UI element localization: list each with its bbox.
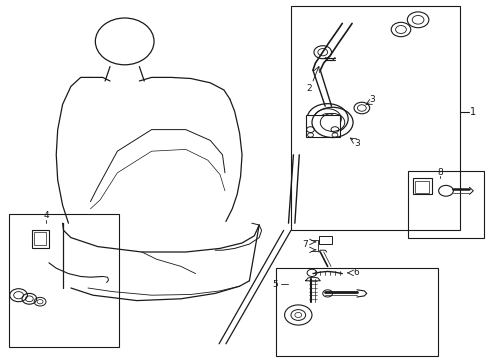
Text: 1: 1 [469, 107, 475, 117]
Text: 4: 4 [43, 211, 49, 220]
Bar [407, 171, 483, 238]
Text: 5: 5 [271, 280, 277, 289]
Bar [32, 230, 49, 248]
Bar [276, 268, 437, 356]
Text: 2: 2 [305, 84, 311, 93]
Text: 8: 8 [436, 167, 442, 176]
Bar [412, 178, 431, 194]
Bar [290, 6, 459, 230]
Bar [414, 181, 428, 193]
Bar [9, 214, 119, 347]
Text: 7: 7 [301, 240, 307, 249]
Text: 6: 6 [352, 269, 358, 277]
Bar [318, 236, 331, 244]
Bar [305, 115, 339, 137]
Bar [34, 232, 46, 245]
Text: 3: 3 [353, 139, 359, 148]
Text: 3: 3 [369, 94, 375, 104]
